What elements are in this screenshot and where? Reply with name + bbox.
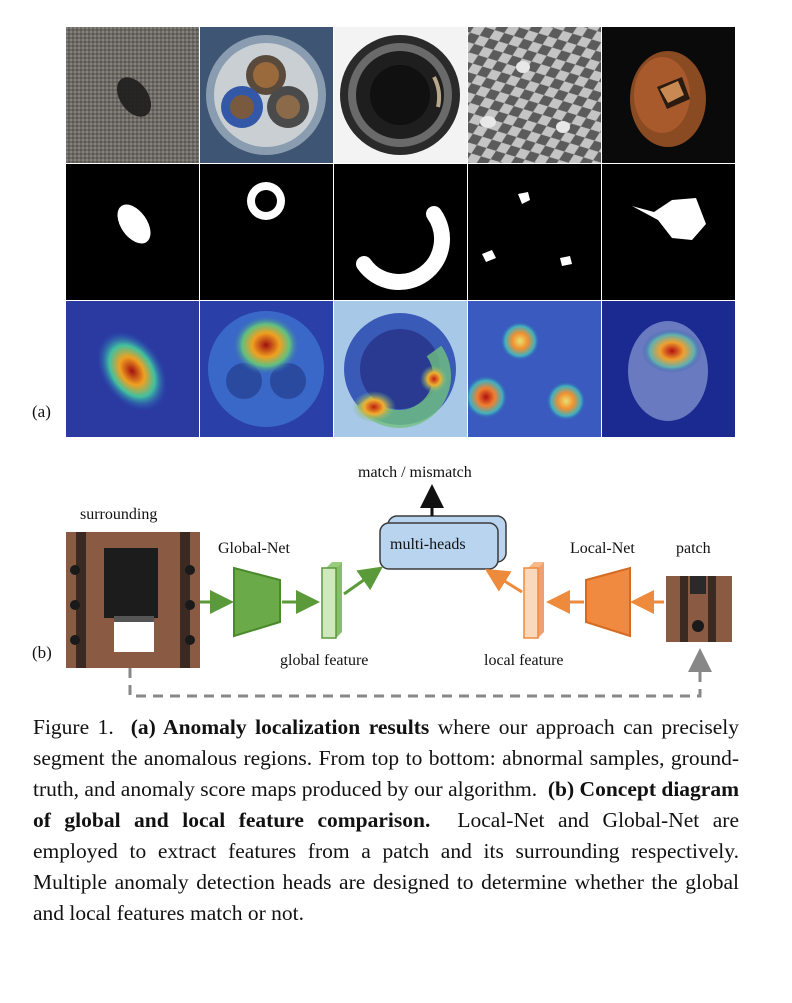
surrounding-label: surrounding [80, 506, 158, 523]
caption-part-b-bold: (b) Concept diagram of global and local … [33, 777, 740, 832]
concept-diagram: surrounding Global-Net global feature ma… [0, 450, 792, 710]
caption-part-a-bold: (a) Anomaly localization results [130, 715, 430, 739]
multi-heads-label: multi-heads [390, 536, 466, 553]
sample-hazelnut-image [602, 27, 735, 163]
anomaly-results-grid [66, 27, 735, 437]
panel-a-label: (a) [32, 402, 51, 421]
score-grid-map [468, 301, 601, 437]
panel-b-label: (b) [32, 643, 52, 662]
global-feature-label: global feature [280, 652, 369, 669]
score-hazelnut-map [602, 301, 735, 437]
sample-grid-image [468, 27, 601, 163]
figure-caption: Figure 1. (a) Anomaly localization resul… [33, 712, 739, 929]
gt-cable-mask [200, 164, 333, 300]
score-cable-map [200, 301, 333, 437]
caption-part-a-text: where our approach can precisely segment… [33, 715, 740, 801]
caption-prefix: Figure 1. [33, 715, 114, 739]
gt-hazelnut-mask [602, 164, 735, 300]
local-net-label: Local-Net [570, 540, 635, 557]
patch-image [666, 576, 732, 642]
patch-label: patch [676, 540, 711, 557]
local-net-block [585, 566, 631, 638]
sample-bottle-image [334, 27, 467, 163]
global-net-label: Global-Net [218, 540, 290, 557]
gt-grid-mask [468, 164, 601, 300]
surrounding-image [66, 532, 200, 668]
score-carpet-map [66, 301, 199, 437]
sample-cable-image [200, 27, 333, 163]
sample-carpet-image [66, 27, 199, 163]
score-bottle-map [334, 301, 467, 437]
multi-heads-block [379, 515, 507, 570]
gt-bottle-mask [334, 164, 467, 300]
global-feature-bar [321, 562, 342, 639]
output-label: match / mismatch [358, 464, 472, 481]
gt-carpet-mask [66, 164, 199, 300]
local-feature-label: local feature [484, 652, 564, 669]
global-net-block [233, 566, 281, 638]
local-feature-bar [523, 562, 544, 639]
caption-part-b-text: Local-Net and Global-Net are employed to… [33, 808, 740, 925]
